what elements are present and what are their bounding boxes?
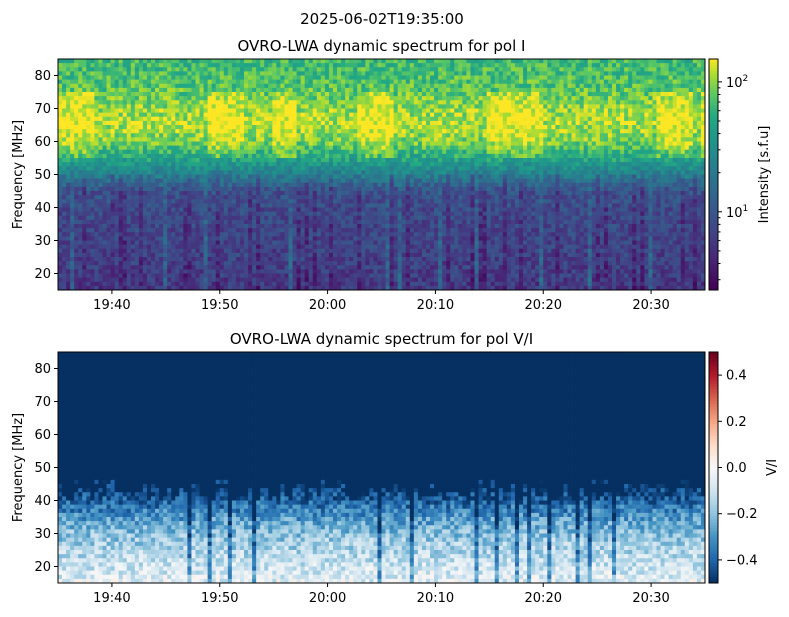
panel-title: OVRO-LWA dynamic spectrum for pol V/I — [230, 330, 533, 348]
y-tick-label: 20 — [34, 560, 51, 575]
colorbar-label: V/I — [765, 459, 780, 476]
panel-pol-i: OVRO-LWA dynamic spectrum for pol I 20 30 4… — [11, 37, 772, 313]
y-axis-label: Frequency [MHz] — [11, 120, 26, 229]
figure-suptitle: 2025-06-02T19:35:00 — [300, 10, 464, 28]
colorbar: 101 102 Intensity [s.f.u] — [709, 59, 772, 290]
y-tick-label: 40 — [34, 201, 51, 216]
y-tick-label: 30 — [34, 527, 51, 542]
x-tick-label: 20:00 — [309, 591, 346, 606]
x-tick-label: 20:30 — [632, 298, 669, 313]
y-tick-label: 50 — [34, 168, 51, 183]
y-tick-label: 60 — [34, 428, 51, 443]
x-tick-label: 19:50 — [201, 298, 238, 313]
x-tick-label: 20:20 — [525, 591, 562, 606]
x-tick-label: 19:40 — [93, 298, 130, 313]
heatmap-image — [58, 352, 705, 583]
x-tick-label: 20:10 — [417, 591, 454, 606]
colorbar-tick-label: 0.2 — [726, 415, 747, 430]
colorbar-tick-label: −0.4 — [726, 553, 758, 568]
y-tick-label: 80 — [34, 69, 51, 84]
y-tick-label: 70 — [34, 102, 51, 117]
colorbar: 0.4 0.2 0.0 −0.2 −0.4 V/I — [709, 352, 780, 583]
y-axis-label: Frequency [MHz] — [11, 413, 26, 522]
x-tick-label: 19:50 — [201, 591, 238, 606]
x-tick-label: 20:00 — [309, 298, 346, 313]
colorbar-tick-label: 101 — [726, 204, 748, 221]
heatmap-image — [58, 59, 705, 290]
y-tick-label: 40 — [34, 494, 51, 509]
panel-title: OVRO-LWA dynamic spectrum for pol I — [238, 37, 526, 55]
x-tick-label: 20:10 — [417, 298, 454, 313]
colorbar-tick-label: 102 — [726, 74, 748, 91]
y-tick-label: 70 — [34, 395, 51, 410]
colorbar-label: Intensity [s.f.u] — [757, 126, 772, 224]
x-tick-label: 20:30 — [632, 591, 669, 606]
colorbar-tick-label: −0.2 — [726, 507, 758, 522]
y-tick-label: 60 — [34, 135, 51, 150]
x-tick-label: 19:40 — [93, 591, 130, 606]
colorbar-tick-label: 0.4 — [726, 369, 747, 384]
y-tick-label: 30 — [34, 234, 51, 249]
y-tick-label: 20 — [34, 267, 51, 282]
y-tick-label: 50 — [34, 461, 51, 476]
y-tick-label: 80 — [34, 362, 51, 377]
x-tick-label: 20:20 — [525, 298, 562, 313]
colorbar-tick-label: 0.0 — [726, 461, 747, 476]
panel-pol-v-over-i: OVRO-LWA dynamic spectrum for pol V/I 20 3… — [11, 330, 780, 606]
